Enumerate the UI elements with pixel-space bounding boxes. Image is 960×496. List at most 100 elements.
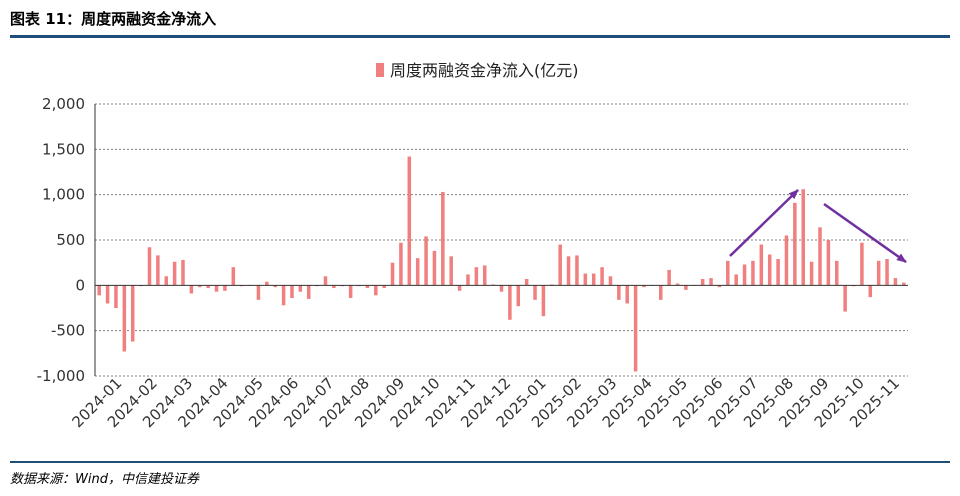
bar (172, 261, 177, 286)
bar (206, 285, 210, 289)
bar (499, 285, 504, 292)
bar (323, 276, 328, 286)
y-tick-label: 2,000 (42, 95, 85, 113)
bar (751, 260, 755, 286)
bar (164, 276, 169, 286)
bar (407, 156, 412, 286)
bar (684, 285, 688, 290)
y-tick-label: -500 (51, 322, 85, 340)
bar (105, 285, 110, 304)
bar (424, 236, 428, 286)
bar (591, 273, 596, 286)
bar (860, 242, 864, 286)
bars (97, 156, 906, 372)
bar (432, 250, 437, 286)
bar (449, 256, 453, 286)
bar (189, 285, 194, 294)
bar (114, 285, 118, 308)
bar (726, 260, 730, 286)
legend-swatch (376, 63, 384, 77)
bar (382, 285, 386, 289)
bar (198, 285, 202, 288)
trend-arrow-up (729, 189, 799, 257)
top-rule (10, 35, 950, 38)
net-inflow-bar-chart: 周度两融资金净流入(亿元) 2,000 1,500 1,000 500 0 -500 -1,… (37, 61, 908, 431)
bar (893, 278, 898, 286)
bar (374, 285, 378, 296)
bar (508, 285, 512, 320)
bar (306, 285, 311, 299)
legend-label: 周度两融资金净流入(亿元) (390, 61, 579, 80)
bar (617, 285, 621, 300)
bar (558, 244, 562, 286)
bar (365, 285, 370, 289)
bar (667, 269, 671, 286)
bar (583, 273, 588, 286)
y-tick-label: -1,000 (37, 367, 85, 385)
bar (826, 240, 831, 286)
trend-arrows (729, 189, 907, 264)
bar (818, 227, 822, 286)
bar (332, 285, 336, 289)
bar (700, 278, 705, 286)
bar (147, 247, 152, 286)
bar (642, 285, 646, 288)
x-axis (94, 104, 908, 376)
bar (122, 285, 127, 352)
bar (885, 259, 889, 286)
y-tick-label: 0 (75, 276, 85, 294)
bar (290, 285, 294, 299)
y-tick-label: 1,500 (42, 140, 85, 158)
bar (566, 256, 571, 286)
bar (399, 242, 403, 286)
bar (281, 285, 286, 306)
bar (868, 285, 873, 298)
y-tick-label: 500 (56, 231, 85, 249)
bar (675, 283, 680, 286)
bar (658, 285, 663, 300)
bar (533, 285, 537, 300)
bar (600, 267, 604, 286)
bar (717, 285, 722, 288)
bar (575, 255, 579, 286)
bar (541, 285, 546, 317)
bar (834, 260, 839, 286)
bar (181, 259, 185, 286)
bar (809, 261, 814, 286)
bar (457, 285, 462, 291)
bar (793, 202, 797, 286)
source-note: 数据来源：Wind，中信建投证券 (10, 472, 199, 487)
bar (214, 285, 219, 292)
bar (902, 282, 906, 286)
bar (784, 235, 789, 286)
bar (390, 262, 395, 286)
bar (156, 255, 160, 286)
bar (516, 285, 521, 307)
bar (482, 265, 487, 286)
bar (876, 260, 881, 286)
bar (742, 264, 747, 286)
bar (97, 285, 101, 296)
bar (265, 281, 269, 286)
bar (415, 258, 420, 286)
bar (633, 285, 638, 372)
bar (441, 191, 445, 286)
bar (466, 274, 470, 286)
bar (231, 267, 236, 286)
grid-lines (95, 103, 908, 377)
y-tick-label: 1,000 (42, 186, 85, 204)
bar (256, 285, 261, 300)
y-axis-ticks: 2,000 1,500 1,000 500 0 -500 -1,000 (37, 95, 85, 385)
bar (608, 276, 613, 286)
chart-legend: 周度两融资金净流入(亿元) (376, 61, 579, 80)
bar (709, 278, 713, 286)
bar (734, 274, 738, 286)
bar (273, 285, 277, 288)
trend-arrow-down (823, 202, 907, 264)
bar (767, 254, 772, 286)
figure-title: 图表 11：周度两融资金净流入 (10, 10, 217, 28)
bar (223, 285, 227, 291)
bar (776, 259, 780, 286)
bar (348, 285, 353, 299)
x-axis-ticks: 2024-012024-022024-032024-042024-052024-… (68, 374, 903, 431)
